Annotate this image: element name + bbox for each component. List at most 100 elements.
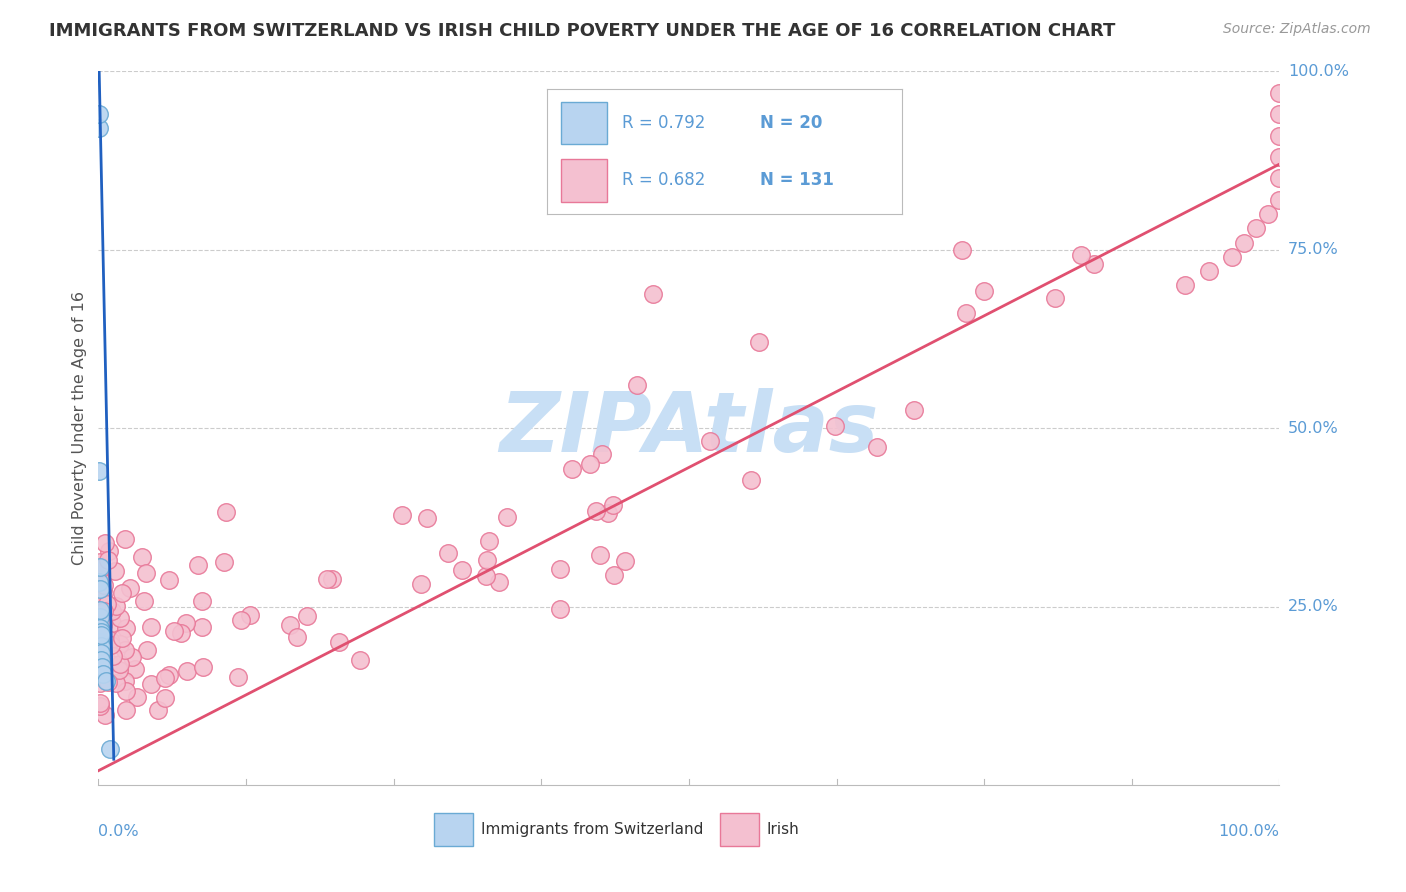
Point xyxy=(132,594,155,608)
Point xyxy=(89,621,111,635)
Point xyxy=(955,306,977,320)
Point xyxy=(89,560,111,574)
Point xyxy=(110,632,132,646)
Point xyxy=(97,675,120,690)
Point xyxy=(94,632,117,646)
Text: 50.0%: 50.0% xyxy=(1288,421,1339,435)
Point xyxy=(111,586,134,600)
Point xyxy=(110,611,132,625)
Point xyxy=(598,506,620,520)
Point xyxy=(91,660,114,674)
Point xyxy=(1083,256,1105,270)
Text: 25.0%: 25.0% xyxy=(1288,599,1339,614)
Point xyxy=(163,624,186,638)
Point xyxy=(231,613,253,627)
Point xyxy=(488,575,510,590)
Point xyxy=(191,619,214,633)
Point xyxy=(98,544,121,558)
Point xyxy=(107,663,129,677)
Point xyxy=(89,635,111,649)
Text: 100.0%: 100.0% xyxy=(1288,64,1348,78)
Point xyxy=(316,572,339,586)
Point xyxy=(105,599,128,613)
Point xyxy=(748,335,770,350)
Point xyxy=(496,510,519,524)
Point xyxy=(90,561,112,575)
Point xyxy=(93,604,115,618)
Point xyxy=(87,121,110,136)
Point xyxy=(475,553,498,567)
Point xyxy=(89,572,111,586)
Point xyxy=(321,573,343,587)
Point xyxy=(101,648,124,663)
Point xyxy=(153,671,176,685)
Point xyxy=(585,503,607,517)
Point xyxy=(478,534,501,549)
Point xyxy=(90,653,112,667)
Point xyxy=(135,566,157,580)
Point xyxy=(90,608,112,623)
Point xyxy=(170,626,193,640)
Point xyxy=(973,285,995,299)
Point xyxy=(94,674,117,689)
Point xyxy=(212,555,235,569)
Point xyxy=(90,646,112,660)
Point xyxy=(93,578,115,592)
Point xyxy=(115,703,138,717)
Point xyxy=(121,650,143,665)
Point xyxy=(437,546,460,560)
Point xyxy=(903,403,925,417)
Point xyxy=(89,610,111,624)
Point xyxy=(89,698,111,713)
Point xyxy=(409,576,432,591)
Point xyxy=(153,691,176,706)
Point xyxy=(295,609,318,624)
Text: 75.0%: 75.0% xyxy=(1288,243,1339,257)
Point xyxy=(89,676,111,690)
Point xyxy=(90,645,112,659)
Point xyxy=(699,434,721,448)
Point xyxy=(91,590,114,604)
Text: IMMIGRANTS FROM SWITZERLAND VS IRISH CHILD POVERTY UNDER THE AGE OF 16 CORRELATI: IMMIGRANTS FROM SWITZERLAND VS IRISH CHI… xyxy=(49,22,1115,40)
Point xyxy=(90,628,112,642)
Point xyxy=(603,568,626,582)
Point xyxy=(561,462,583,476)
Point xyxy=(91,667,114,681)
Point xyxy=(349,653,371,667)
Point xyxy=(89,574,111,589)
Point xyxy=(215,505,238,519)
Point xyxy=(87,464,110,478)
Point xyxy=(89,555,111,569)
Point xyxy=(239,608,262,623)
Point xyxy=(100,638,122,652)
Point xyxy=(93,607,115,621)
Point xyxy=(1174,278,1197,293)
Point xyxy=(1257,207,1279,221)
Point xyxy=(98,742,121,756)
Point xyxy=(602,498,624,512)
Point xyxy=(1268,107,1291,121)
Text: 100.0%: 100.0% xyxy=(1219,824,1279,839)
Point xyxy=(104,564,127,578)
Point xyxy=(114,674,136,689)
Point xyxy=(1268,86,1291,100)
Point xyxy=(451,563,474,577)
Point xyxy=(89,582,111,596)
Point xyxy=(285,631,308,645)
Point xyxy=(104,676,127,690)
Point xyxy=(93,595,115,609)
Point xyxy=(108,657,131,672)
Point xyxy=(127,690,149,705)
Point xyxy=(193,660,215,674)
Point xyxy=(124,662,146,676)
Point xyxy=(1244,221,1267,235)
Point xyxy=(101,616,124,631)
Point xyxy=(578,457,600,471)
Point xyxy=(176,665,198,679)
Point xyxy=(115,683,138,698)
Point xyxy=(89,582,111,597)
Point xyxy=(94,708,117,723)
Point xyxy=(98,606,121,620)
Point xyxy=(475,568,498,582)
Point xyxy=(93,582,115,597)
